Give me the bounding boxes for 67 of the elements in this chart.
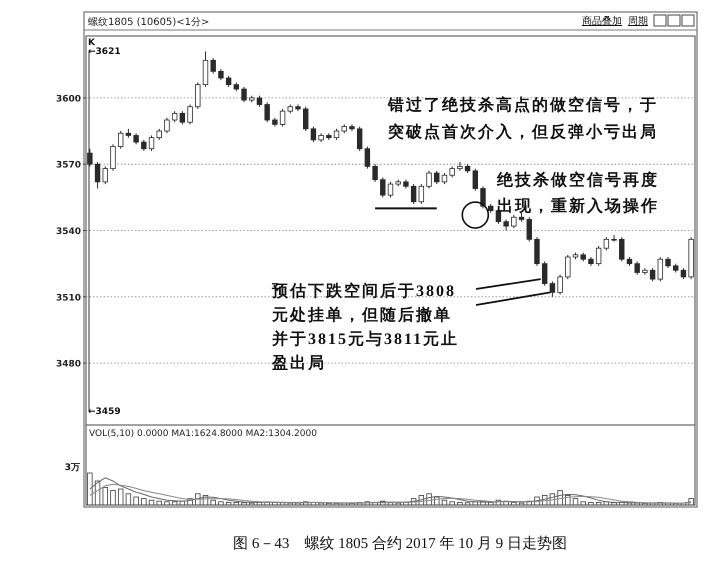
y-tick-label: 3510 <box>56 293 81 304</box>
annotation: 错过了绝技杀高点的做空信号，于突破点首次介入，但反弹小亏出局 <box>387 95 658 141</box>
candlestick <box>449 166 455 178</box>
candlestick <box>596 245 602 266</box>
candlestick <box>210 58 216 74</box>
candlestick <box>542 260 548 286</box>
candlestick <box>680 268 686 280</box>
candlestick <box>195 82 200 110</box>
candlestick <box>526 216 532 242</box>
candlestick <box>503 218 509 231</box>
candlestick <box>187 104 193 125</box>
y-tick-label: 3600 <box>56 94 81 104</box>
candlestick <box>565 254 571 280</box>
candlestick <box>658 256 664 282</box>
candlestick <box>302 106 308 132</box>
candlestick <box>372 164 378 182</box>
candlestick <box>434 170 440 185</box>
candlestick <box>180 110 186 125</box>
chart-title: 螺纹1805 (10605)<1分> <box>88 16 210 28</box>
candlestick <box>102 166 108 185</box>
candlestick <box>550 280 556 298</box>
candlestick <box>380 176 386 198</box>
text: 周期 <box>628 15 648 27</box>
y-tick-label: 3540 <box>56 227 81 237</box>
candlestick <box>264 102 270 123</box>
annotation: 预估下跌空间后于3808元处挂单，但随后撤单并于3815元与3811元止盈出局 <box>271 282 460 372</box>
candlestick <box>241 86 247 103</box>
caption: 图 6－43 螺纹 1805 合约 2017 年 10 月 9 日走势图 <box>233 535 567 552</box>
candlestick <box>334 128 340 140</box>
candlestick <box>472 168 478 192</box>
candlestick <box>164 117 170 134</box>
candlestick <box>141 139 147 152</box>
annotation: K <box>88 38 96 48</box>
candlestick <box>388 181 394 198</box>
candlestick <box>426 170 432 190</box>
candlestick <box>619 236 624 262</box>
candlestick <box>94 161 100 190</box>
candlestick <box>226 75 232 88</box>
candlestick <box>604 236 610 251</box>
candlestick <box>356 126 362 152</box>
annotation: 绝技杀做空信号再度出现，重新入场操作 <box>496 170 659 215</box>
candlestick <box>110 144 116 172</box>
candlestick <box>418 184 424 204</box>
candlestick <box>133 132 139 145</box>
candlestick <box>634 260 640 276</box>
candlestick <box>156 128 162 140</box>
candlestick <box>218 68 224 81</box>
y-tick-label: 3570 <box>56 160 81 171</box>
candlestick <box>280 108 286 128</box>
text: 商品叠加 <box>582 15 622 27</box>
text: 3万 <box>64 463 80 473</box>
candlestick <box>310 126 316 143</box>
candlestick <box>256 95 262 108</box>
candlestick <box>118 130 124 150</box>
candlestick <box>557 274 563 296</box>
candlestick <box>410 184 416 204</box>
y-tick-label: 3480 <box>56 360 81 370</box>
candlestick <box>364 146 370 170</box>
candlestick <box>442 172 448 185</box>
candlestick <box>148 134 154 152</box>
annotation: ←3621 <box>88 47 121 57</box>
candlestick <box>511 214 517 229</box>
candlestick <box>172 110 178 123</box>
candlestick <box>665 256 671 269</box>
candlestick <box>650 268 656 282</box>
chart-title: VOL(5,10) 0.0000 MA1:1624.8000 MA2:1304.2000 <box>89 429 318 439</box>
annotation: ←3459 <box>88 407 121 417</box>
